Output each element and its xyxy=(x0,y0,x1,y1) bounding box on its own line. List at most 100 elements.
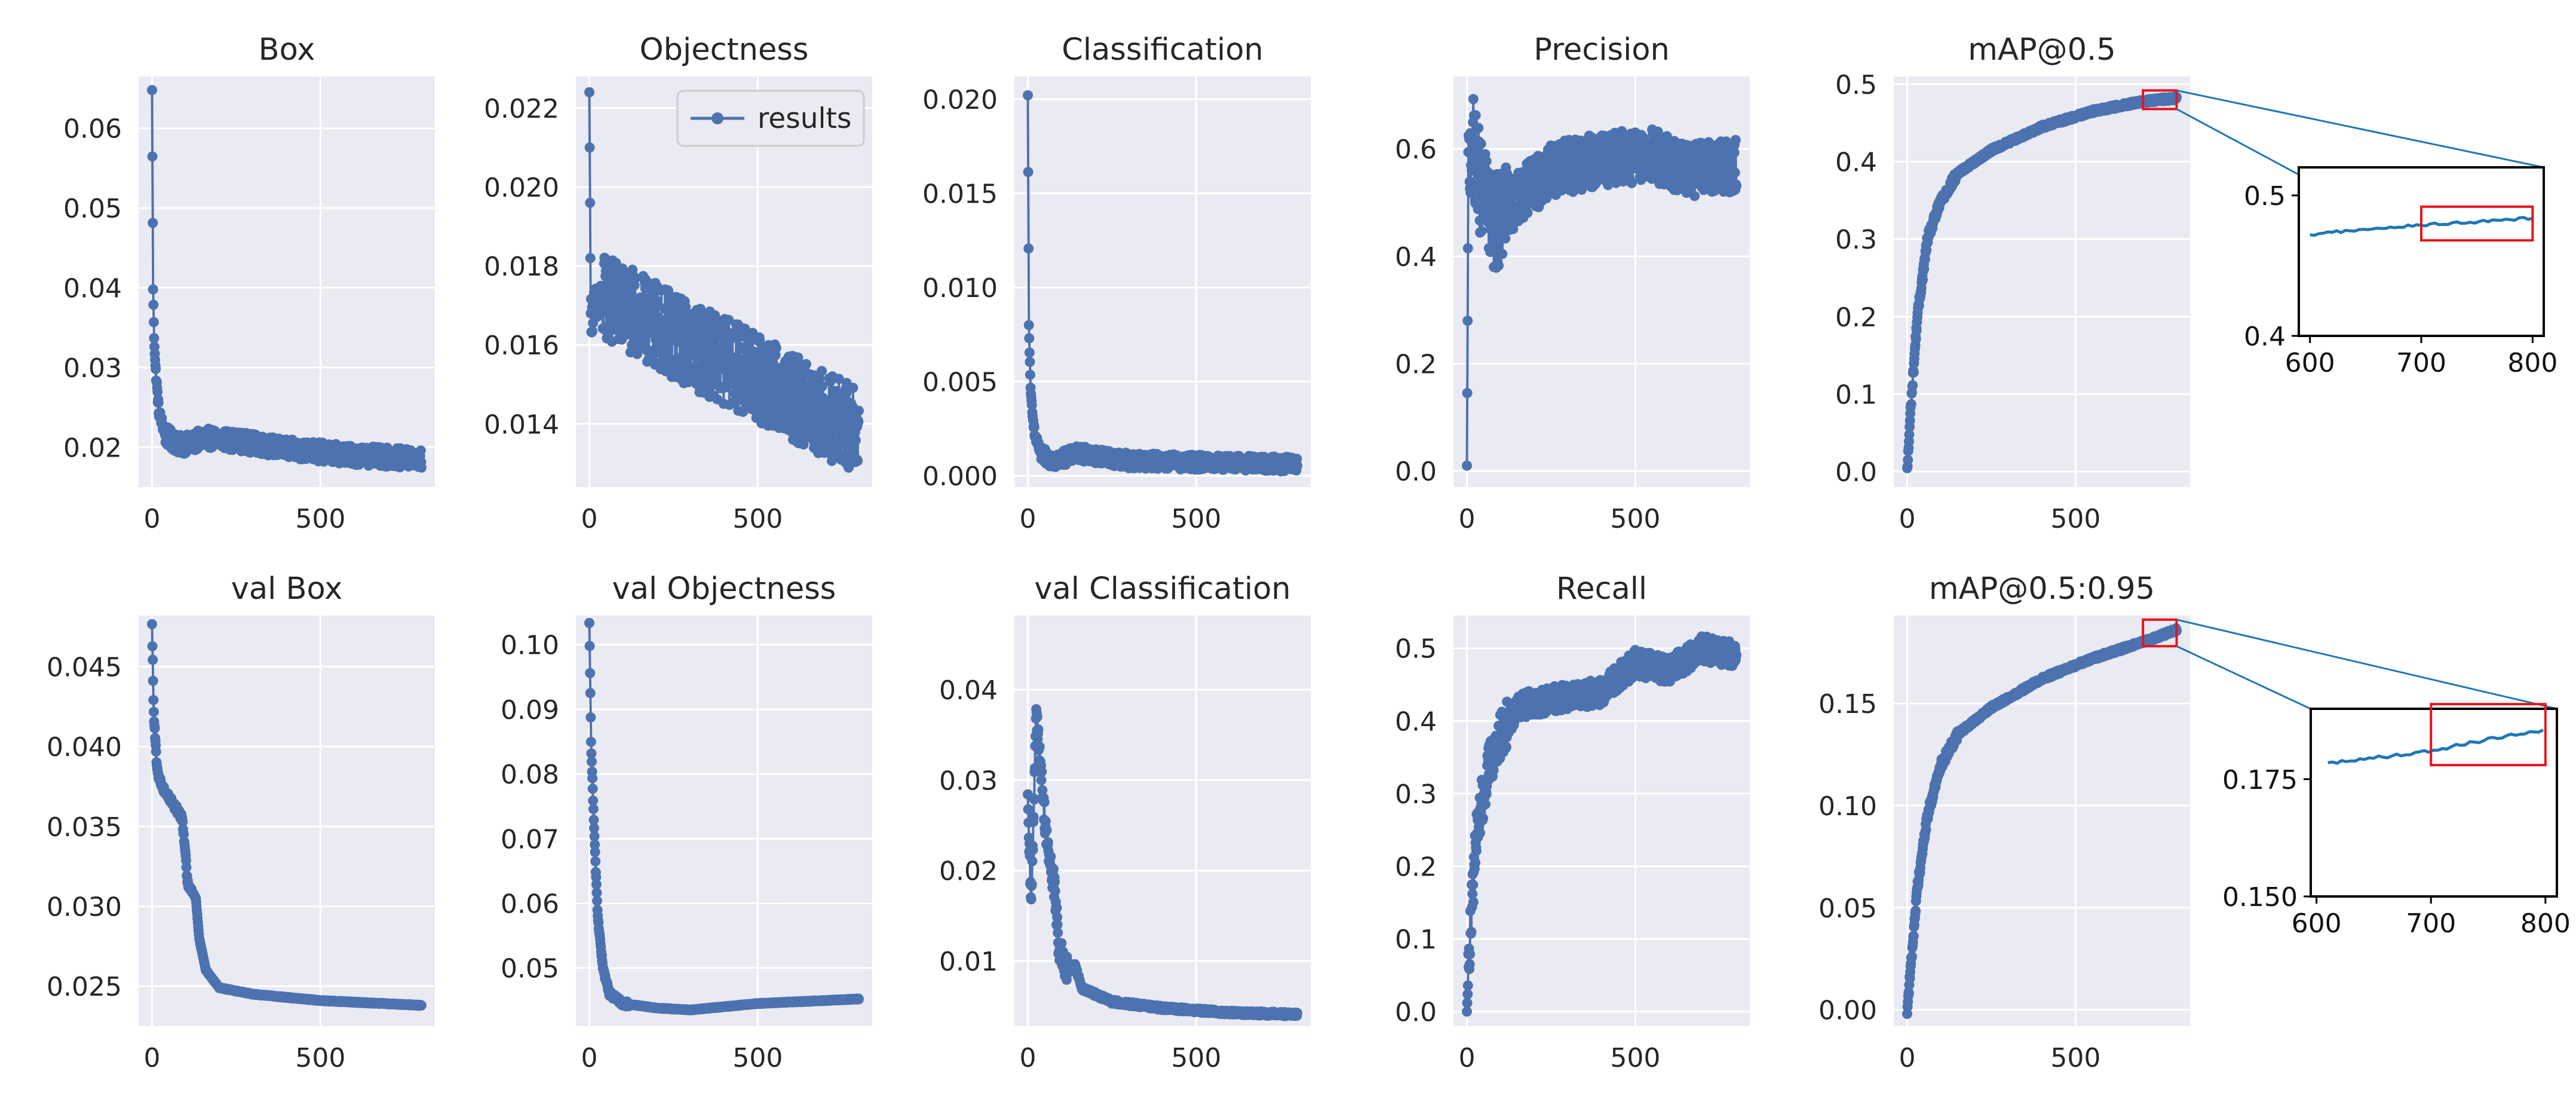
data-point xyxy=(590,856,601,867)
x-tick-label: 0 xyxy=(144,504,161,534)
inset-frame xyxy=(2298,166,2545,337)
data-point xyxy=(1023,243,1034,254)
data-point xyxy=(670,362,680,373)
y-tick-label: 0.02 xyxy=(63,433,122,463)
inset-y-tick-label: 0.5 xyxy=(2244,181,2286,212)
data-point xyxy=(148,694,159,705)
data-point xyxy=(1026,400,1037,410)
data-point xyxy=(783,366,793,377)
data-point xyxy=(1508,224,1519,234)
data-point xyxy=(1025,369,1035,380)
data-point xyxy=(1903,455,1913,466)
data-point xyxy=(1292,460,1302,471)
x-tick-label: 500 xyxy=(732,1043,783,1073)
y-tick-label: 0.05 xyxy=(63,194,122,224)
y-tick-label: 0.020 xyxy=(484,173,559,203)
y-tick-label: 0.04 xyxy=(63,274,122,304)
data-point xyxy=(680,301,691,312)
x-tick-label: 0 xyxy=(581,504,598,534)
y-tick-label: 0.010 xyxy=(922,273,998,304)
data-point xyxy=(722,345,733,356)
data-point xyxy=(588,804,599,815)
series-markers xyxy=(147,619,427,1011)
subplot-classification: 0 5000.0000.0050.0100.0150.020Classificat… xyxy=(922,32,1311,534)
data-point xyxy=(591,872,602,883)
data-point xyxy=(147,641,158,651)
data-point xyxy=(745,354,756,365)
data-point xyxy=(585,688,596,699)
y-tick-label: 0.4 xyxy=(1395,242,1437,273)
data-point xyxy=(1476,176,1487,186)
y-tick-label: 0.1 xyxy=(1835,380,1877,410)
data-point xyxy=(729,375,740,385)
y-tick-label: 0.020 xyxy=(922,85,998,115)
series-markers xyxy=(584,617,864,1015)
data-point xyxy=(850,435,861,446)
plot-area xyxy=(1894,76,2190,487)
y-tick-label: 0.2 xyxy=(1395,349,1437,380)
series-results xyxy=(1462,94,1741,471)
data-point xyxy=(852,455,863,466)
data-point xyxy=(1904,429,1915,440)
x-tick-label: 500 xyxy=(2050,504,2100,534)
data-point xyxy=(1465,128,1476,139)
data-point xyxy=(147,151,158,162)
data-point xyxy=(691,371,701,381)
data-point xyxy=(148,317,159,328)
data-point xyxy=(181,862,192,873)
data-point xyxy=(147,619,157,629)
data-point xyxy=(771,342,781,353)
data-point xyxy=(630,273,640,284)
series-results xyxy=(147,85,427,473)
y-tick-label: 0.022 xyxy=(484,94,559,124)
inset-highlight-box xyxy=(2420,205,2534,242)
data-point xyxy=(148,654,158,665)
data-point xyxy=(853,417,864,427)
y-tick-label: 0.014 xyxy=(484,409,559,440)
data-point xyxy=(1729,147,1740,158)
data-point xyxy=(148,675,158,686)
data-point xyxy=(839,439,850,450)
data-point xyxy=(1919,264,1930,274)
data-point xyxy=(1729,167,1740,178)
y-tick-label: 0.06 xyxy=(63,114,122,145)
data-point xyxy=(831,427,842,438)
legend-box xyxy=(676,90,865,147)
legend-label: results xyxy=(758,102,851,135)
data-point xyxy=(588,815,599,825)
data-point xyxy=(669,311,680,322)
plot-area xyxy=(139,76,435,487)
data-point xyxy=(588,795,599,806)
data-point xyxy=(585,197,596,208)
data-point xyxy=(151,746,161,757)
x-tick-label: 500 xyxy=(1610,504,1660,534)
x-tick-label: 0 xyxy=(581,1043,598,1073)
data-point xyxy=(801,359,811,369)
data-point xyxy=(1024,333,1035,344)
x-tick-label: 500 xyxy=(295,504,345,534)
data-point xyxy=(738,406,749,417)
data-point xyxy=(1023,167,1034,177)
data-point xyxy=(1486,199,1496,210)
data-point xyxy=(590,839,600,850)
y-tick-label: 0.005 xyxy=(922,368,998,398)
series-results xyxy=(1023,90,1302,477)
inset-x-tick-label: 600 xyxy=(2285,348,2335,378)
data-point xyxy=(1025,357,1035,368)
zoom-region-box xyxy=(2142,89,2178,111)
y-tick-label: 0.018 xyxy=(484,252,559,282)
plot-area xyxy=(576,616,872,1026)
subplot-title: Objectness xyxy=(640,32,809,68)
data-point xyxy=(1481,156,1492,167)
data-point xyxy=(817,381,828,391)
y-tick-label: 0.05 xyxy=(501,954,559,984)
data-point xyxy=(620,292,630,302)
x-tick-label: 500 xyxy=(732,504,783,534)
y-tick-label: 0.5 xyxy=(1835,70,1877,100)
data-point xyxy=(1473,123,1484,133)
data-point xyxy=(584,617,594,628)
data-point xyxy=(1919,254,1930,265)
